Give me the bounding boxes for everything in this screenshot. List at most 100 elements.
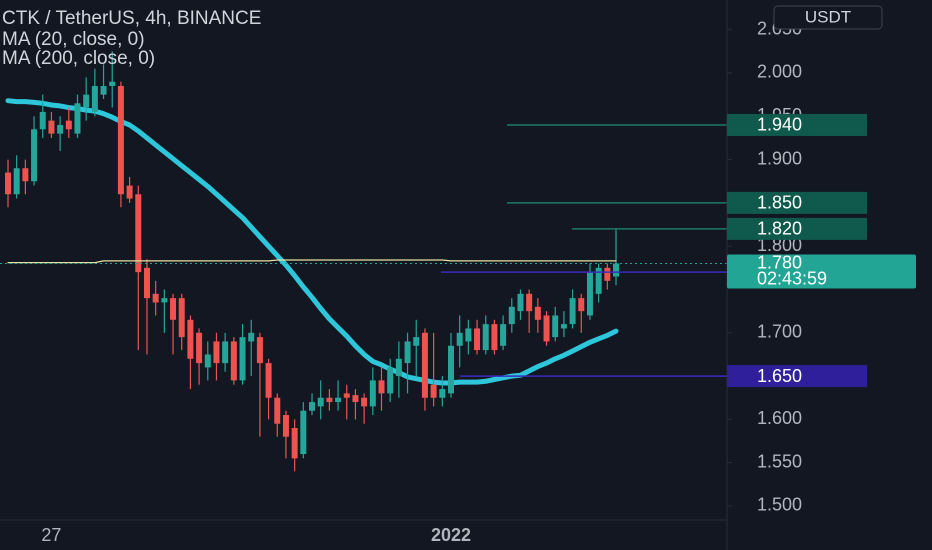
candle-body [378, 380, 385, 394]
candle-body [309, 402, 316, 411]
candle-body [578, 298, 585, 312]
candle-body [586, 272, 593, 316]
candle-body [543, 315, 550, 342]
candle-body [508, 306, 515, 325]
price-level-label: 1.820 [757, 219, 802, 239]
last-price-label: 1.780 [757, 252, 802, 272]
currency-button[interactable] [773, 5, 883, 30]
candle-body [65, 120, 72, 130]
candle-body [500, 324, 507, 346]
candle-body [595, 267, 602, 294]
candle-body [291, 428, 298, 459]
chart-title: CTK / TetherUS, 4h, BINANCE [2, 8, 261, 29]
candle-body [187, 319, 194, 359]
price-level-label: 1.850 [757, 193, 802, 213]
candle-body [5, 172, 11, 195]
y-tick-label: 1.600 [757, 408, 802, 428]
candle-body [404, 341, 411, 364]
x-tick-label: 27 [41, 525, 61, 545]
candle-body [439, 389, 446, 398]
candle-body [135, 194, 142, 273]
candle-body [491, 324, 498, 351]
candle-body [13, 168, 20, 195]
ma-line [7, 259, 617, 264]
candle-body [161, 298, 168, 303]
candle-body [274, 397, 281, 424]
candle-body [552, 315, 559, 338]
price-level-box [727, 217, 867, 240]
candle-body [456, 332, 463, 346]
legend-entry: MA (200, close, 0) [2, 48, 155, 69]
candle-body [39, 111, 46, 130]
y-tick-label: 1.800 [757, 235, 802, 255]
candle-body [387, 367, 394, 394]
candle-body [335, 397, 342, 403]
candle-body [100, 85, 107, 95]
candle-body [569, 298, 576, 325]
candle-body [48, 120, 55, 134]
candle-body [534, 306, 541, 320]
price-level-label: 1.940 [757, 115, 802, 135]
y-tick-label: 1.550 [757, 451, 802, 471]
price-level-box [727, 365, 867, 388]
candle-body [74, 103, 81, 134]
candle-body [447, 345, 454, 394]
y-tick-label: 1.500 [757, 495, 802, 515]
candle-body [31, 129, 38, 182]
candle-body [213, 341, 220, 364]
candle-body [421, 332, 428, 398]
y-tick-label: 1.900 [757, 148, 802, 168]
candle-body [196, 332, 203, 364]
candle-body [465, 328, 472, 342]
candle-body [83, 94, 90, 108]
candle-body [117, 85, 124, 195]
y-tick-label: 2.000 [757, 62, 802, 82]
price-level-label: 1.650 [757, 366, 802, 386]
candle-body [413, 337, 420, 346]
candle-body [343, 393, 350, 398]
candle-body [256, 337, 263, 364]
candle-body [361, 397, 368, 407]
last-price-box [727, 254, 916, 289]
candle-body [109, 81, 116, 86]
candle-body [152, 293, 159, 303]
candle-body [482, 324, 489, 351]
candle-body [230, 341, 237, 381]
candle-body [474, 328, 481, 351]
candle-body [239, 337, 246, 381]
candle-body [430, 384, 437, 398]
currency-button-label[interactable]: USDT [805, 7, 851, 26]
candle-body [222, 341, 229, 364]
candle-body [369, 380, 376, 407]
countdown-label: 02:43:59 [757, 268, 827, 288]
candle-body [91, 85, 98, 112]
candle-body [282, 415, 289, 437]
candle-body [248, 332, 255, 342]
candle-body [604, 267, 611, 281]
candle-body [170, 298, 177, 320]
legend-entry: MA (20, close, 0) [2, 29, 145, 50]
x-tick-label: 2022 [431, 525, 471, 545]
plot-area: 27 2022 [0, 51, 727, 545]
candle-body [178, 298, 185, 338]
price-level-box [727, 113, 867, 136]
price-level-box [727, 191, 867, 214]
candle-body [613, 263, 620, 277]
candle-body [326, 397, 333, 403]
candle-body [300, 410, 307, 455]
candle-body [204, 354, 211, 368]
candle-body [395, 358, 402, 377]
candle-body [265, 363, 272, 398]
candle-body [57, 124, 64, 134]
y-tick-label: 1.700 [757, 322, 802, 342]
candle-body [560, 324, 567, 329]
candle-body [317, 397, 324, 407]
candle-body [143, 267, 150, 299]
candle-body [22, 168, 29, 182]
candle-body [126, 185, 133, 199]
candle-body [352, 395, 359, 403]
candle-body [526, 293, 533, 312]
candle-body [517, 293, 524, 312]
